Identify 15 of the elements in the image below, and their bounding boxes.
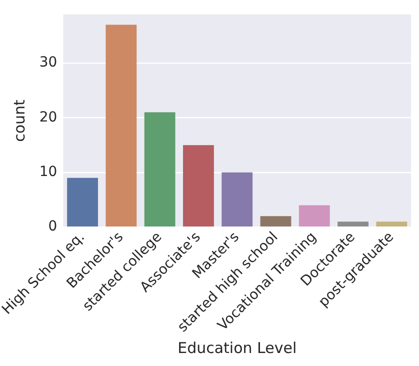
bar: [376, 222, 408, 226]
bar: [260, 216, 292, 226]
bar: [144, 112, 176, 226]
bar: [222, 172, 253, 226]
y-tick-label: 20: [39, 109, 58, 126]
y-tick-label: 30: [39, 54, 58, 71]
y-tick-label: 0: [48, 218, 58, 235]
bar: [67, 178, 98, 226]
y-tick-label: 10: [39, 164, 58, 180]
bar: [106, 24, 137, 226]
bar: [338, 222, 368, 226]
bar: [298, 205, 330, 226]
bar: [183, 145, 214, 226]
x-axis-title: Education Level: [178, 338, 297, 357]
y-axis-title: count: [10, 99, 28, 142]
